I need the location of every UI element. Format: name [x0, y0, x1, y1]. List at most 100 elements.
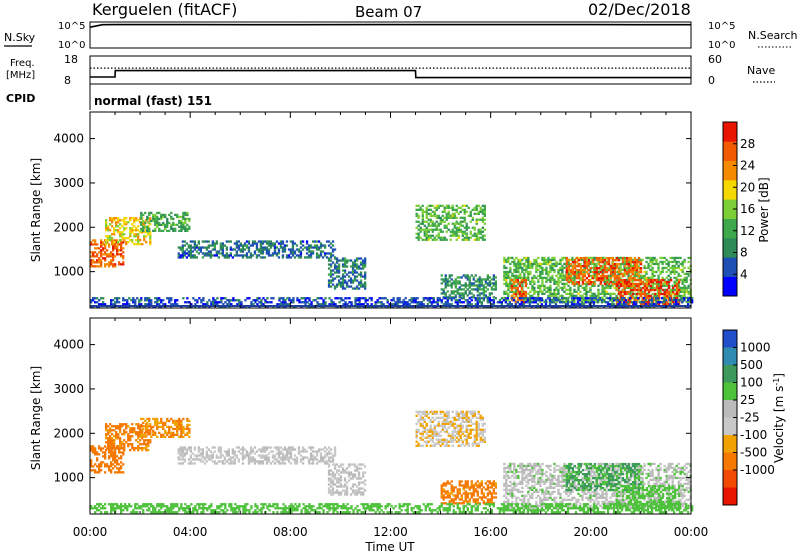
power-cell [605, 290, 608, 293]
power-cell [642, 297, 646, 300]
power-cell [259, 252, 263, 255]
power-cell [419, 236, 422, 239]
velocity-cell [114, 461, 117, 464]
power-cell [319, 250, 323, 253]
power-cell [492, 296, 495, 299]
power-cell [337, 279, 341, 282]
velocity-cell [185, 450, 188, 453]
power-cell [183, 250, 186, 253]
power-cell [623, 265, 627, 268]
power-cell [685, 288, 688, 291]
power-cell [478, 301, 481, 304]
power-cell [617, 263, 621, 266]
power-cell [419, 222, 422, 225]
power-cell [462, 274, 465, 277]
power-cell [677, 284, 680, 287]
power-cell [627, 263, 631, 266]
power-cell [94, 265, 97, 268]
velocity-cell [105, 441, 108, 444]
power-cell [611, 298, 614, 301]
power-cell [478, 292, 481, 295]
velocity-cell [98, 469, 101, 472]
power-cell [677, 260, 680, 264]
power-cell [317, 256, 321, 259]
power-cell [366, 299, 369, 302]
power-cell [655, 270, 658, 274]
power-cell [643, 284, 647, 288]
power-cell [216, 301, 219, 304]
power-cell [629, 261, 633, 264]
power-cell [318, 297, 321, 300]
power-cell [209, 244, 212, 247]
power-cell [486, 297, 489, 300]
power-cell [426, 299, 429, 302]
power-cell [613, 267, 617, 270]
power-cell [148, 221, 151, 225]
velocity-cell [225, 454, 228, 457]
power-cell [585, 271, 589, 274]
power-cell [122, 263, 125, 266]
power-cell [431, 214, 434, 217]
power-cell [457, 236, 460, 239]
power-cell [494, 284, 497, 287]
velocity-cell [309, 462, 313, 465]
power-cell [317, 248, 321, 251]
power-cell [126, 301, 129, 304]
power-cell [591, 271, 595, 274]
velocity-cell [113, 447, 116, 450]
velocity-cell [183, 452, 186, 455]
power-cell [170, 215, 173, 219]
power-cell [565, 261, 569, 264]
power-cell [576, 301, 580, 304]
power-cell [408, 303, 411, 306]
power-cell [515, 288, 518, 291]
power-cell [471, 218, 474, 221]
power-cell [539, 270, 542, 274]
velocity-cell [319, 456, 323, 459]
velocity-cell [277, 454, 281, 457]
velocity-cell [231, 450, 234, 453]
power-cell [247, 250, 251, 253]
power-cell [138, 303, 141, 306]
power-cell [142, 229, 145, 232]
power-cell [518, 284, 521, 288]
power-cell [110, 251, 113, 254]
power-cell [674, 284, 677, 288]
power-cell [637, 272, 640, 275]
power-cell [592, 303, 596, 306]
power-cell [221, 254, 224, 257]
power-cell [605, 257, 609, 260]
velocity-cell [102, 451, 105, 454]
power-cell [254, 299, 257, 302]
power-cell [469, 220, 472, 223]
velocity-cell [137, 433, 140, 436]
power-cell [683, 272, 686, 275]
power-cell [553, 292, 556, 295]
power-cell [111, 233, 114, 236]
power-cell [291, 246, 295, 249]
power-cell [629, 288, 633, 292]
velocity-cell [111, 443, 114, 446]
power-cell [186, 301, 189, 304]
power-cell [398, 297, 401, 300]
velocity-cell [107, 429, 110, 432]
power-cell [96, 265, 99, 268]
velocity-cell [170, 433, 173, 436]
power-cell [480, 280, 483, 283]
power-cell [577, 256, 580, 260]
power-cell [469, 214, 472, 217]
power-cell [515, 266, 518, 270]
power-cell [225, 254, 228, 257]
power-cell [162, 299, 165, 302]
velocity-cell [129, 449, 132, 452]
power-cell [327, 240, 331, 243]
power-cell [589, 286, 592, 289]
power-cell [436, 303, 439, 306]
velocity-cell [147, 433, 150, 436]
power-cell [460, 294, 463, 297]
power-cell [174, 223, 177, 226]
power-cell [440, 301, 443, 304]
power-cell [102, 301, 105, 304]
power-cell [529, 272, 532, 275]
power-cell [581, 281, 585, 284]
